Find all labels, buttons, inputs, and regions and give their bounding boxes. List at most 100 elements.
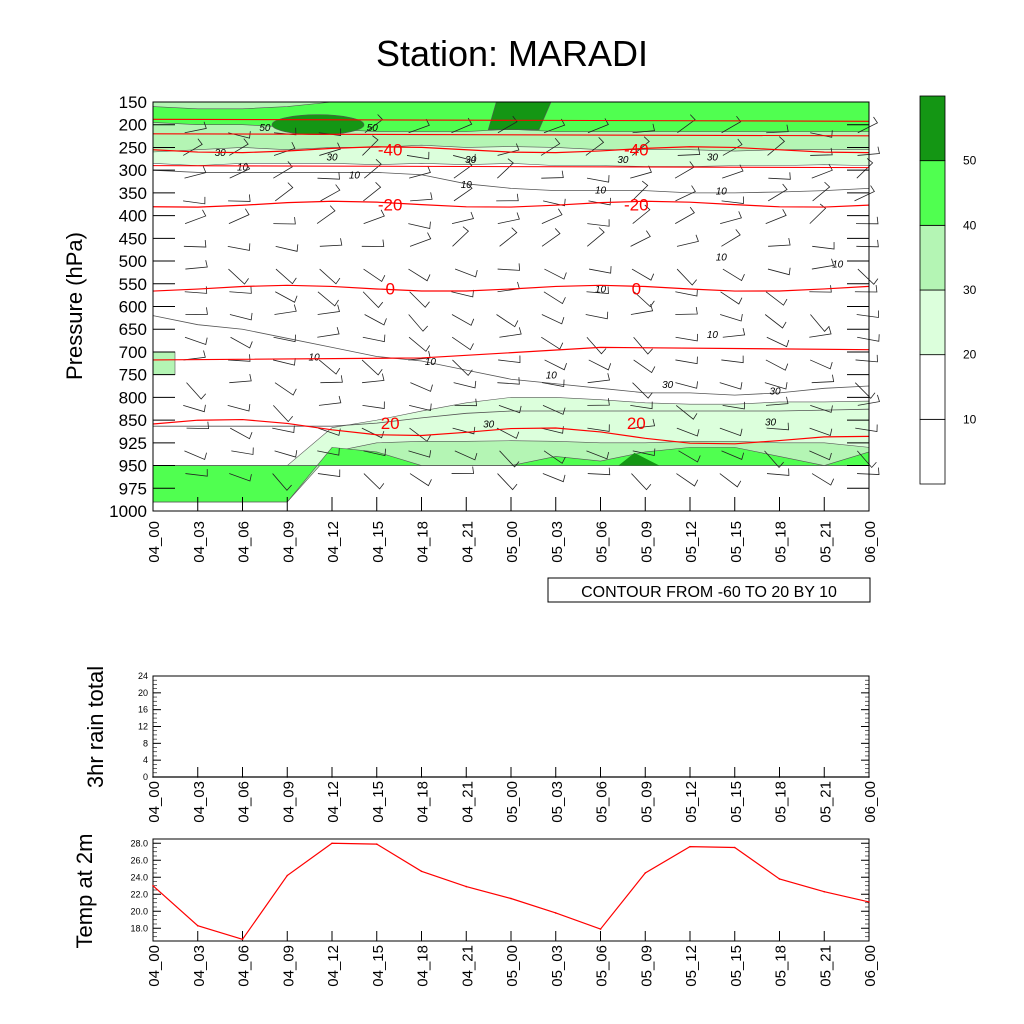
x-tick-label: 05_06 (594, 945, 611, 987)
humidity-contour-label: 10 (461, 180, 473, 191)
wind-barb (541, 228, 561, 247)
wind-barb (765, 291, 788, 306)
wind-barb (587, 398, 610, 406)
wind-barb (273, 216, 296, 225)
data-point (644, 776, 647, 778)
colorbar-box (919, 224, 946, 291)
wind-barb (809, 285, 832, 293)
wind-barb (275, 291, 298, 303)
x-tick-label: 04_12 (325, 945, 342, 987)
wind-barb (319, 268, 341, 285)
wind-barb (228, 208, 250, 224)
wind-barb (540, 138, 561, 156)
data-point (241, 938, 244, 941)
humidity-contour-line (153, 408, 870, 427)
temp-panel: Temp at 2m 18.0 20.0 22.0 24.0 26.0 28.0 04_00… (72, 834, 879, 987)
wind-barb (721, 450, 745, 460)
wind-barb (454, 398, 478, 407)
wind-barb (541, 336, 564, 350)
wind-barb (409, 403, 432, 412)
time-tick-label: 05_09 (638, 521, 655, 563)
wind-barb (809, 450, 832, 461)
wind-barb (631, 180, 649, 202)
wind-barb (812, 181, 831, 202)
humidity-contour-layer: 50 50 30 30 30 30 30 10 10 10 10 10 10 10 10 10 10 10 10 30… (152, 123, 870, 431)
wind-barb (722, 268, 745, 282)
wind-barb (809, 327, 832, 338)
wind-barb (632, 448, 656, 456)
wind-barb (316, 205, 336, 224)
pressure-tick-label: 750 (119, 366, 147, 385)
wind-barb (857, 467, 880, 475)
wind-barb (586, 336, 607, 355)
time-tick-label: 04_21 (459, 521, 476, 563)
wind-barb (767, 267, 791, 276)
y-tick-label: 28.0 (130, 838, 148, 848)
wind-barb (320, 375, 343, 384)
wind-barb (544, 359, 567, 371)
data-point (420, 870, 423, 873)
wind-barb (766, 468, 790, 476)
y-tick-label: 0 (143, 772, 148, 782)
y-tick-label: 16 (138, 705, 148, 715)
rain-axis-label: 3hr rain total (83, 666, 108, 788)
data-point (823, 890, 826, 893)
wind-barb (768, 183, 788, 202)
colorbar-label: 30 (963, 283, 977, 297)
data-point (196, 924, 199, 927)
data-point (778, 878, 781, 880)
wind-barb (630, 303, 654, 315)
wind-barb (857, 450, 877, 469)
cross-section-panel: 50 50 30 30 30 30 30 10 10 10 10 10 10 10 10 10 10 10 10 30… (62, 93, 880, 603)
wind-barb (186, 421, 210, 430)
x-tick-label: 06_00 (862, 945, 879, 987)
wind-barb (409, 232, 432, 247)
wind-barb (675, 356, 698, 365)
wind-barb (363, 159, 382, 179)
wind-barb (317, 327, 340, 338)
wind-barb (675, 206, 695, 224)
wind-barb (184, 450, 207, 460)
wind-barb (184, 209, 207, 224)
wind-barb (542, 405, 566, 415)
wind-barb (361, 427, 385, 439)
wind-barb (229, 286, 252, 294)
wind-barb (184, 336, 208, 345)
pressure-tick-label: 250 (119, 138, 147, 157)
y-tick-label: 22.0 (130, 889, 148, 899)
humidity-max-patch (618, 452, 660, 466)
wind-barb (719, 473, 742, 488)
colorbar-label: 50 (963, 154, 977, 168)
temperature-contour-label: 0 (632, 279, 641, 298)
wind-barb (588, 266, 612, 274)
wind-barb (676, 427, 700, 437)
data-point (375, 776, 378, 778)
wind-barb (544, 268, 567, 280)
x-tick-label: 04_12 (325, 781, 342, 823)
wind-barb (499, 450, 520, 468)
temperature-contour-line (152, 133, 870, 137)
wind-barb (186, 382, 207, 400)
rain-panel: 3hr rain total 0 4 8 12 16 20 24 04_00 04_03 04_0… (83, 666, 879, 823)
temp-frame (152, 838, 870, 942)
pressure-tick-label: 500 (119, 252, 147, 271)
wind-barb (185, 260, 208, 270)
wind-barb (721, 229, 741, 247)
humidity-max-patch (271, 114, 365, 136)
wind-barb (317, 304, 340, 315)
temperature-contour-label: 20 (627, 414, 646, 433)
wind-barb (854, 284, 878, 293)
humidity-contour-label: 30 (617, 155, 629, 166)
wind-barb (454, 268, 478, 278)
time-tick-label: 04_06 (236, 521, 253, 563)
colorbar-label: 10 (963, 412, 977, 426)
wind-barb (857, 268, 879, 285)
wind-barb (451, 289, 474, 298)
wind-barb (453, 380, 477, 389)
x-tick-label: 05_09 (638, 781, 655, 823)
humidity-contour-label: 10 (716, 187, 728, 198)
time-tick-label: 06_00 (862, 521, 879, 563)
wind-barb (228, 268, 249, 285)
temperature-contour-label: -20 (624, 195, 649, 214)
